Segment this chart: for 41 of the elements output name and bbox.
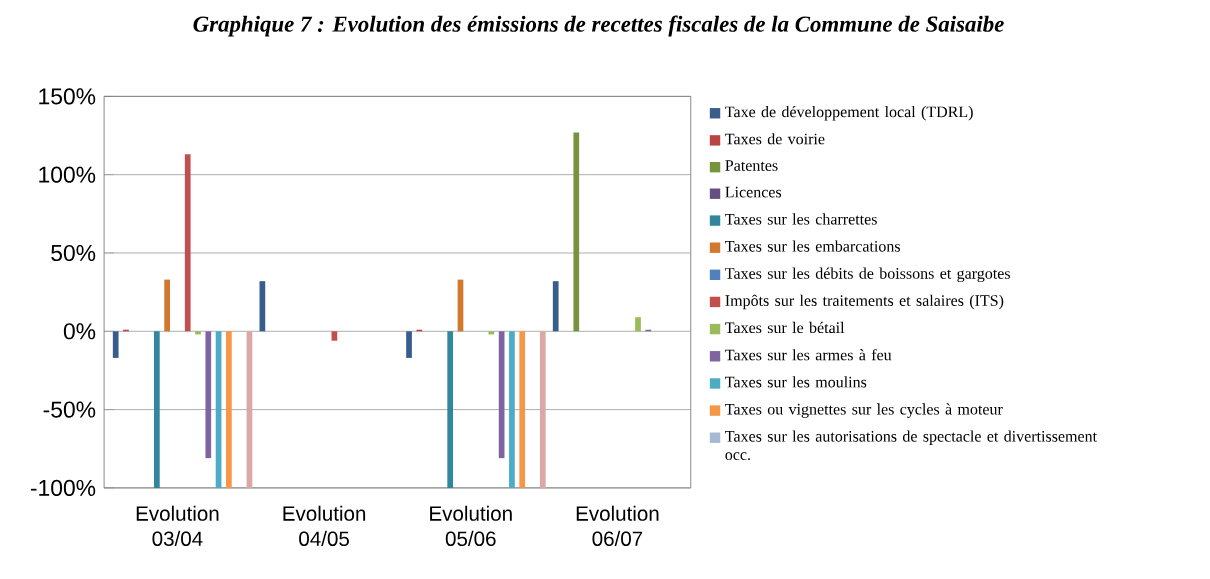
legend-label: Taxes ou vignettes sur les cycles à moteur: [725, 403, 1003, 418]
legend-label: Taxes sur les autorisations de spectacle et divertissement occ.: [725, 430, 1097, 461]
bar: [519, 331, 526, 488]
legend-label: Taxes sur les moulins: [725, 376, 867, 388]
y-tick-label: 150%: [39, 88, 96, 105]
bar: [195, 331, 201, 335]
bar: [406, 331, 412, 358]
bar: [226, 331, 232, 488]
bar: [573, 132, 580, 332]
x-tick-label: Evolution 04/05: [283, 505, 366, 547]
legend-label: Taxe de développement local (TDRL): [725, 106, 973, 121]
bar: [164, 279, 170, 332]
legend-label: Impôts sur les traitements et salaires (ITS): [725, 294, 1004, 310]
legend-label: Patentes: [725, 160, 778, 171]
legend-label: Taxes sur les débits de boissons et gargotes: [725, 267, 1010, 283]
legend-label: Taxes sur les armes à feu: [725, 348, 892, 361]
bar: [509, 331, 515, 488]
x-tick-label: Evolution 03/04: [136, 505, 219, 547]
bar: [331, 331, 338, 341]
legend-label: Taxes sur les charrettes: [725, 213, 877, 225]
y-tick-label: -50%: [43, 401, 96, 418]
legend-label: Taxes de voirie: [725, 133, 825, 145]
bar: [488, 331, 495, 335]
legend-label: Taxes sur le bétail: [725, 321, 845, 334]
bar: [552, 281, 559, 332]
x-tick-label: Evolution 06/07: [576, 505, 659, 547]
y-tick-label: -100%: [30, 479, 96, 496]
legend-label: Taxes sur les embarcations: [725, 240, 900, 252]
bar: [205, 331, 212, 459]
bar: [153, 331, 160, 488]
bar: [184, 154, 191, 332]
x-tick-label: Evolution 05/06: [430, 505, 512, 547]
y-tick-label: 100%: [39, 166, 96, 183]
bar: [112, 331, 119, 358]
legend-label: Licences: [725, 186, 782, 198]
y-tick-label: 50%: [51, 244, 96, 262]
bar: [447, 331, 454, 488]
y-tick-label: 0%: [63, 323, 96, 340]
bar: [635, 317, 641, 332]
bar: [539, 331, 546, 488]
chart-title: Graphique 7 : Evolution des émissions de recettes fiscales de la Commune de Saisaibe: [193, 15, 1004, 37]
